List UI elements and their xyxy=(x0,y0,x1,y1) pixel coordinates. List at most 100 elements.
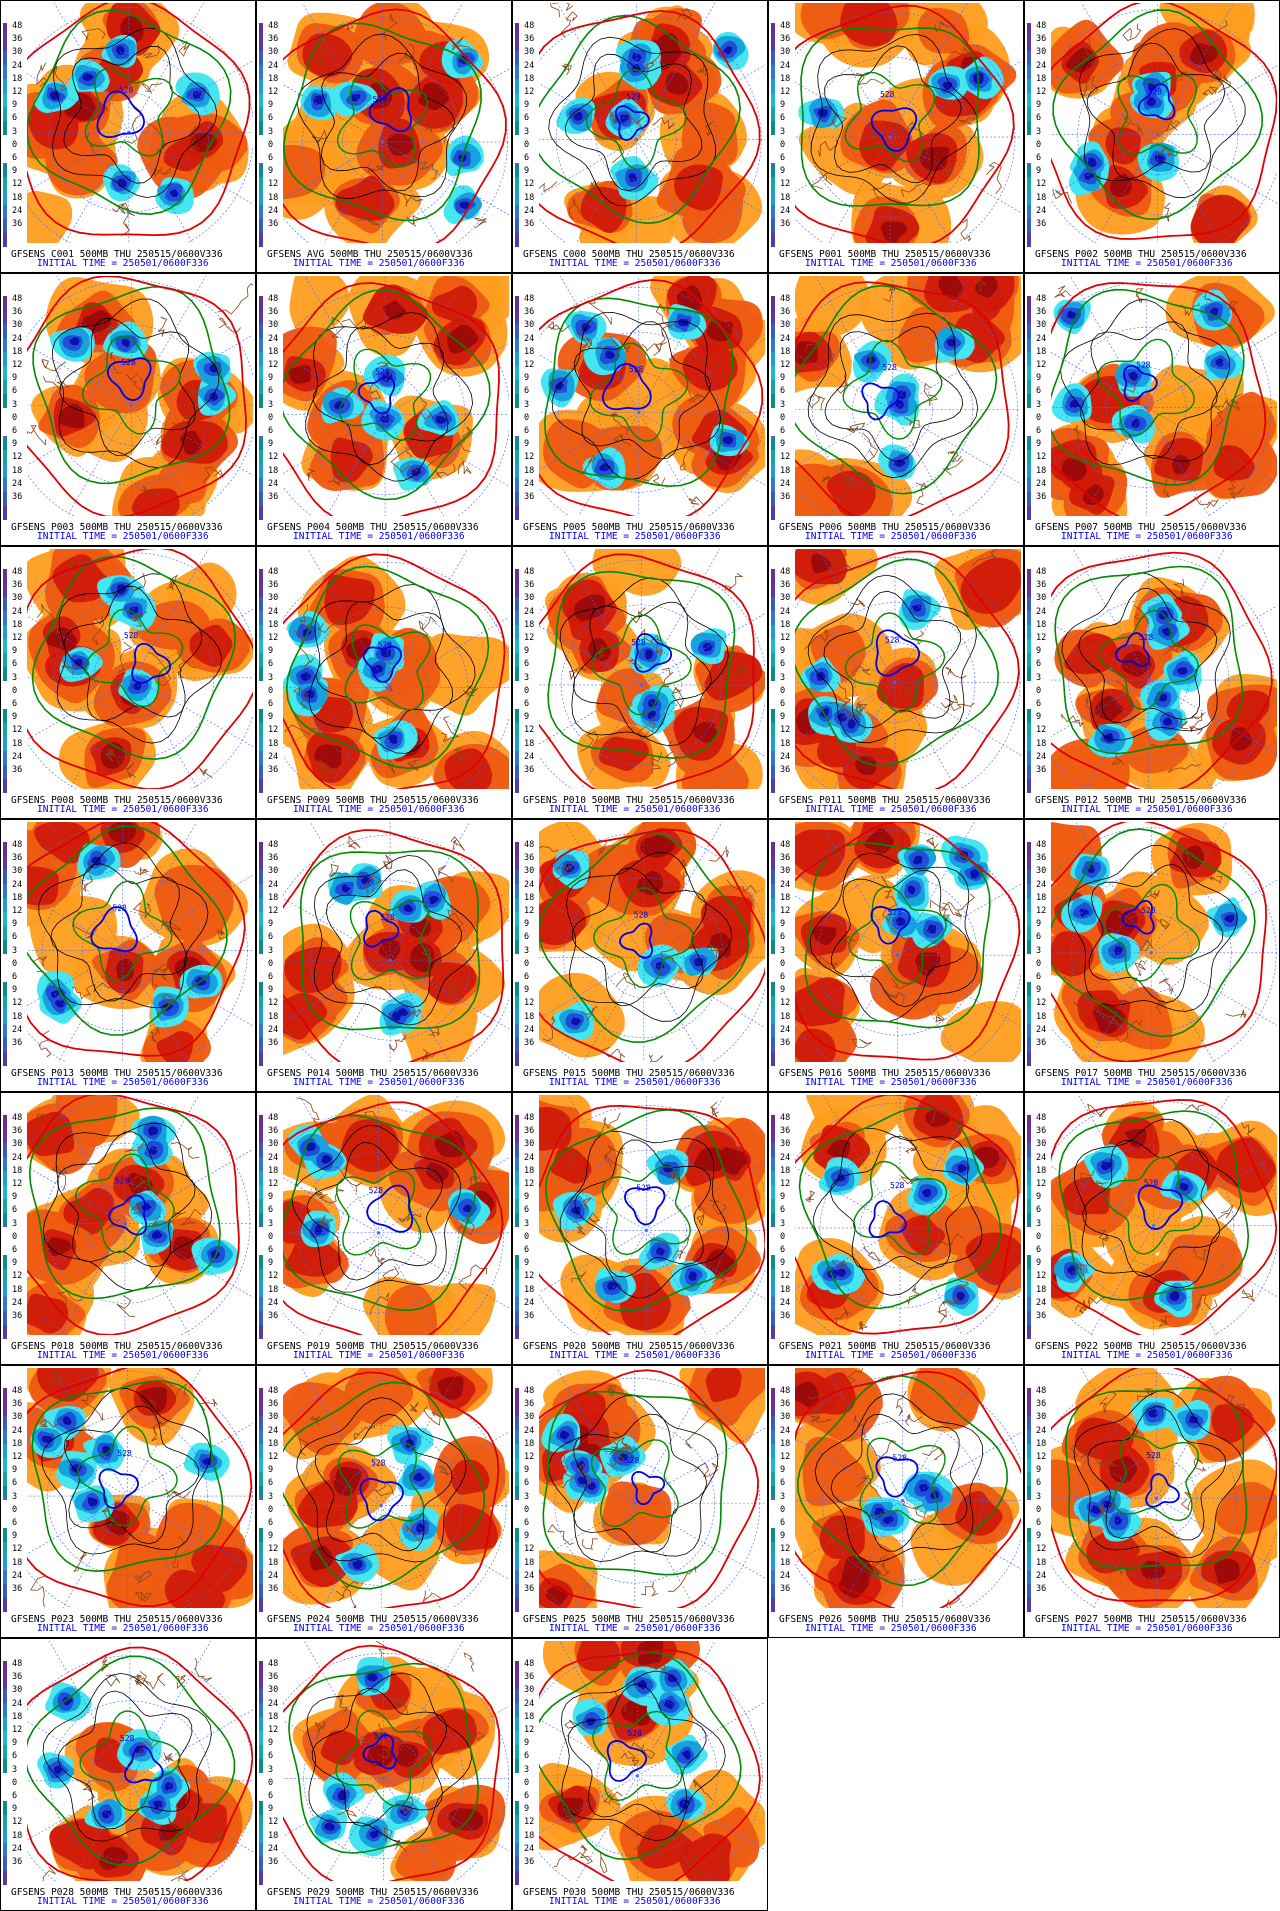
scale-tick-label: 18 xyxy=(268,346,279,357)
coastlines xyxy=(306,313,474,486)
scale-tick-label: 36 xyxy=(268,1038,279,1048)
scale-tick-label: 9 xyxy=(780,439,786,450)
contour-label: 528 xyxy=(374,1731,389,1740)
height-contours xyxy=(283,1371,500,1608)
warm-anomaly-area xyxy=(190,131,219,152)
height-contours xyxy=(27,822,246,1057)
scale-tick-label: 30 xyxy=(12,47,23,58)
cold-anomaly-area xyxy=(169,189,179,198)
scale-tick-label: 0 xyxy=(268,139,274,150)
warm-anomaly-area xyxy=(47,1237,73,1257)
scale-tick-label: 24 xyxy=(1036,205,1047,216)
scale-tick-label: 3 xyxy=(524,126,530,137)
coastlines xyxy=(809,837,975,1048)
scale-tick-label: 6 xyxy=(268,1245,274,1255)
initial-time-caption: INITIAL TIME = 250501/0600F336 xyxy=(37,804,209,815)
scale-tick-label: 24 xyxy=(524,478,535,489)
cold-anomaly-area xyxy=(41,1435,53,1443)
scale-tick-label: 24 xyxy=(268,60,279,71)
warm-anomaly-area xyxy=(138,1387,168,1413)
scale-tick-label: 18 xyxy=(12,465,23,476)
anomaly-color-scale: 48 36 30 24 18 12 9 6 3 0 6 9 12 18 24 36 xyxy=(259,567,281,794)
scale-tick-label: 36 xyxy=(268,1672,279,1683)
cold-anomaly-area xyxy=(694,957,704,967)
warm-anomaly-area xyxy=(1190,194,1253,243)
scale-tick-label: 36 xyxy=(1036,853,1047,864)
map-panel: 528 48 36 30 24 18 12 9 6 3 0 6 9 12 18 24 36 GFSENS P020… xyxy=(512,1092,768,1365)
scale-tick-label: 9 xyxy=(780,985,786,996)
scale-tick-label: 24 xyxy=(12,1698,23,1709)
scale-tick-label: 24 xyxy=(524,1152,535,1163)
scale-tick-label: 48 xyxy=(12,294,23,304)
scale-tick-label: 3 xyxy=(268,672,274,683)
scale-tick-label: 12 xyxy=(268,906,279,916)
scale-tick-label: 12 xyxy=(268,1271,279,1282)
map-panel: 528 48 36 30 24 18 12 9 6 3 0 6 9 12 18 24 36 GFSENS C001… xyxy=(0,0,256,273)
map-panel: 528 48 36 30 24 18 12 9 6 3 0 6 9 12 18 24 36 GFSENS P002… xyxy=(1024,0,1280,273)
scale-tick-label: 12 xyxy=(12,1725,23,1735)
panel-caption: GFSENS P008 500MB THU 250515/0600V336 xyxy=(11,795,223,806)
map-panel: 528 48 36 30 24 18 12 9 6 3 0 6 9 12 18 24 36 GFSENS AVG … xyxy=(256,0,512,273)
scale-tick-label: 6 xyxy=(268,1478,274,1489)
height-contours xyxy=(539,828,765,1062)
map-panel: 528 48 36 30 24 18 12 9 6 3 0 6 9 12 18 24 36 GFSENS C000… xyxy=(512,0,768,273)
map-panel: 528 48 36 30 24 18 12 9 6 3 0 6 9 12 18 24 36 GFSENS P027… xyxy=(1024,1365,1280,1638)
warm-anomaly-area xyxy=(288,365,312,384)
cold-anomaly-area xyxy=(341,884,351,893)
contour-label: 528 xyxy=(1144,1178,1159,1187)
initial-time-caption: INITIAL TIME = 250501/0600F336 xyxy=(1061,258,1233,269)
scale-tick-label: 3 xyxy=(12,1491,18,1502)
scale-tick-label: 24 xyxy=(524,1570,535,1581)
anomaly-color-scale: 48 36 30 24 18 12 9 6 3 0 6 9 12 18 24 36 xyxy=(771,840,793,1067)
scale-tick-label: 18 xyxy=(524,346,535,357)
contour-label: 528 xyxy=(119,85,134,94)
scale-tick-label: 6 xyxy=(780,659,786,670)
scale-tick-label: 48 xyxy=(780,567,791,577)
cold-anomaly-area xyxy=(1083,172,1095,180)
cold-anomaly-area xyxy=(53,1765,62,1775)
scale-tick-label: 24 xyxy=(1036,751,1047,762)
scale-tick-label: 18 xyxy=(12,1830,23,1841)
scale-tick-label: 0 xyxy=(780,1504,786,1515)
scale-tick-label: 24 xyxy=(780,1152,791,1163)
scale-tick-label: 9 xyxy=(12,373,18,384)
scale-tick-label: 18 xyxy=(524,465,535,476)
scale-tick-label: 12 xyxy=(1036,1271,1047,1282)
cold-anomaly-area xyxy=(62,1696,74,1706)
scale-tick-label: 30 xyxy=(524,593,535,604)
scale-tick-label: 6 xyxy=(268,1751,274,1762)
scale-tick-label: 24 xyxy=(12,1024,23,1035)
scale-tick-label: 3 xyxy=(1036,1491,1042,1502)
scale-tick-label: 9 xyxy=(524,439,530,450)
scale-tick-label: 9 xyxy=(268,1258,274,1269)
warm-anomaly-area xyxy=(333,1466,362,1496)
scale-tick-label: 36 xyxy=(12,492,23,502)
scale-tick-label: 9 xyxy=(1036,1192,1042,1203)
warm-anomaly-area xyxy=(1226,690,1271,727)
warm-anomaly-area xyxy=(592,549,685,596)
warm-anomaly-area xyxy=(354,3,429,68)
scale-tick-label: 48 xyxy=(12,1386,23,1396)
hemispheric-map: 528 xyxy=(795,276,1021,516)
scale-tick-label: 24 xyxy=(1036,1152,1047,1163)
map-panel: 528 48 36 30 24 18 12 9 6 3 0 6 9 12 18 24 36 GFSENS P024… xyxy=(256,1365,512,1638)
scale-tick-label: 12 xyxy=(1036,1179,1047,1189)
panel-caption: GFSENS P003 500MB THU 250515/0600V336 xyxy=(11,522,223,533)
scale-tick-label: 18 xyxy=(268,892,279,903)
height-contours xyxy=(795,281,1010,516)
scale-tick-label: 48 xyxy=(12,1113,23,1123)
scale-tick-label: 18 xyxy=(12,892,23,903)
panel-caption: GFSENS P027 500MB THU 250515/0600V336 xyxy=(1035,1614,1247,1625)
hemispheric-map: 528 xyxy=(283,1641,509,1881)
warm-anomaly-area xyxy=(383,300,408,320)
scale-tick-label: 12 xyxy=(1036,1544,1047,1555)
initial-time-caption: INITIAL TIME = 250501/0600F336 xyxy=(549,1350,721,1361)
warm-anomaly-area xyxy=(1189,43,1219,66)
warm-anomaly-area xyxy=(880,221,908,243)
cold-anomaly-area xyxy=(907,885,916,895)
contour-label: 528 xyxy=(124,631,139,640)
map-panel: 528 48 36 30 24 18 12 9 6 3 0 6 9 12 18 24 36 GFSENS P005… xyxy=(512,273,768,546)
contour-label: 528 xyxy=(631,638,646,647)
scale-tick-label: 6 xyxy=(524,1245,530,1255)
warm-anomaly-area xyxy=(704,651,765,701)
